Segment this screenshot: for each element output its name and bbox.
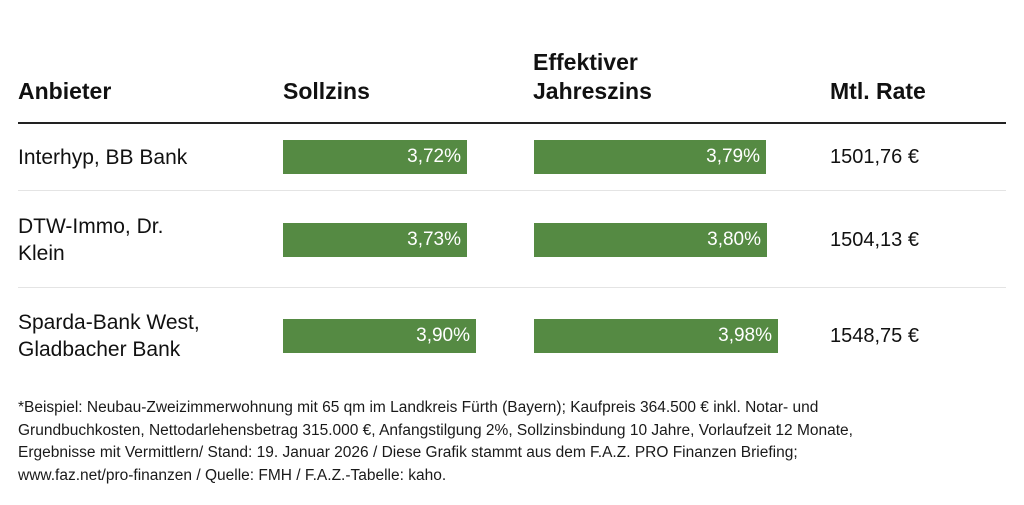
sollzins-label: 3,72% [407,146,461,167]
provider-name-line: Klein [18,242,65,265]
footnote: *Beispiel: Neubau-Zweizimmerwohnung mit … [18,397,1008,487]
monthly-rate: 1504,13 € [830,229,919,251]
effektiver-jahreszins-label: 3,80% [707,229,761,250]
header-effektiv-line2: Jahreszins [533,78,652,104]
effektiver-jahreszins-bar: 3,79% [534,140,766,174]
provider-name: DTW-Immo, Dr. Klein [18,213,238,267]
provider-name-line: Gladbacher Bank [18,338,181,361]
footnote-line: Ergebnisse mit Vermittlern/ Stand: 19. J… [18,444,798,461]
sollzins-label: 3,90% [416,325,470,346]
footnote-line: *Beispiel: Neubau-Zweizimmerwohnung mit … [18,399,819,416]
monthly-rate: 1501,76 € [830,146,919,168]
provider-name-line: Interhyp, BB Bank [18,146,188,169]
provider-name-line: DTW-Immo, Dr. [18,215,164,238]
sollzins-bar: 3,90% [283,319,476,353]
footnote-line: www.faz.net/pro-finanzen / Quelle: FMH /… [18,466,447,484]
header-anbieter: Anbieter [18,78,112,104]
table-row: Interhyp, BB Bank 3,72% 3,79% 1501,76 € [18,124,1006,191]
provider-name: Interhyp, BB Bank [18,144,238,171]
monthly-rate: 1548,75 € [830,325,919,347]
sollzins-bar: 3,72% [283,140,467,174]
header-mtl-rate: Mtl. Rate [830,78,926,104]
header-effektiver-jahreszins: Effektiver Jahreszins [533,48,652,106]
effektiver-jahreszins-label: 3,98% [718,325,772,346]
table-row: Sparda-Bank West, Gladbacher Bank 3,90% 3,9… [18,288,1006,383]
effektiver-jahreszins-label: 3,79% [706,146,760,167]
effektiver-jahreszins-bar: 3,80% [534,223,767,257]
header-effektiv-line1: Effektiver [533,49,638,75]
header-sollzins: Sollzins [283,78,370,104]
provider-name-line: Sparda-Bank West, [18,311,200,334]
provider-name: Sparda-Bank West, Gladbacher Bank [18,309,238,363]
sollzins-label: 3,73% [407,229,461,250]
sollzins-bar: 3,73% [283,223,467,257]
table-row: DTW-Immo, Dr. Klein 3,73% 3,80% 1504,13 € [18,191,1006,288]
footnote-line: Grundbuchkosten, Nettodarlehensbetrag 31… [18,421,853,439]
effektiver-jahreszins-bar: 3,98% [534,319,778,353]
table-header: Anbieter Sollzins Effektiver Jahreszins … [18,0,1006,124]
